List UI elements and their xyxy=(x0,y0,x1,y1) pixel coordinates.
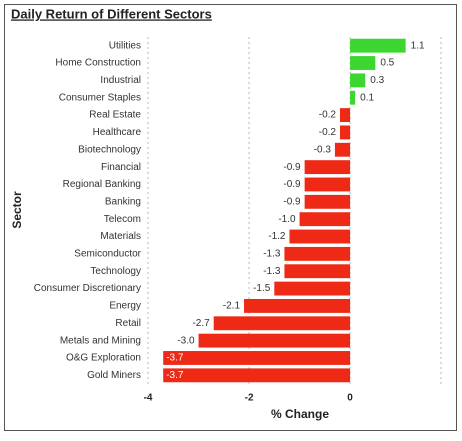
y-tick-label: Consumer Discretionary xyxy=(34,283,141,294)
y-tick-label: Materials xyxy=(100,231,141,242)
value-label: -0.2 xyxy=(319,127,337,138)
bar xyxy=(350,38,406,53)
bar xyxy=(163,351,351,365)
bar xyxy=(299,212,351,227)
y-tick-label: Gold Miners xyxy=(87,370,141,381)
x-axis-label: % Change xyxy=(271,407,329,421)
value-label: -0.9 xyxy=(283,196,301,207)
bar xyxy=(289,229,351,244)
bar xyxy=(244,298,351,313)
bar xyxy=(163,368,351,383)
value-label: -1.5 xyxy=(253,283,271,294)
value-label: -1.3 xyxy=(263,249,281,260)
value-label: -0.2 xyxy=(319,110,337,121)
value-label: -1.3 xyxy=(263,266,281,277)
value-label: 0.1 xyxy=(360,92,374,103)
x-tick-label: -4 xyxy=(144,393,153,404)
y-tick-label: Healthcare xyxy=(93,127,142,138)
bar xyxy=(350,73,366,88)
y-tick-label: Utilities xyxy=(109,40,141,51)
y-tick-label: Retail xyxy=(115,318,141,329)
chart-border xyxy=(4,4,457,431)
bar xyxy=(350,56,376,70)
value-label: -3.0 xyxy=(177,335,195,346)
y-tick-label: Real Estate xyxy=(89,110,141,121)
y-tick-label: O&G Exploration xyxy=(66,353,141,364)
value-label: -3.7 xyxy=(166,370,184,381)
y-tick-label: Telecom xyxy=(104,214,141,225)
value-label: -2.1 xyxy=(223,301,241,312)
bar xyxy=(334,142,351,157)
y-tick-label: Regional Banking xyxy=(63,179,141,190)
y-tick-label: Industrial xyxy=(100,75,141,86)
bar xyxy=(304,194,351,209)
x-tick-label: -2 xyxy=(245,393,254,404)
bar xyxy=(304,177,351,192)
y-tick-label: Metals and Mining xyxy=(60,335,141,346)
bar xyxy=(339,108,351,123)
bar xyxy=(284,246,351,261)
bar xyxy=(350,90,356,105)
y-tick-label: Technology xyxy=(90,266,141,277)
value-label: -1.0 xyxy=(278,214,296,225)
value-label: -2.7 xyxy=(192,318,210,329)
value-label: 0.3 xyxy=(370,75,384,86)
value-label: -1.2 xyxy=(268,231,286,242)
value-label: 1.1 xyxy=(411,40,425,51)
chart-title: Daily Return of Different Sectors xyxy=(11,6,212,21)
y-tick-label: Financial xyxy=(101,162,141,173)
bar xyxy=(284,264,351,279)
bar xyxy=(339,125,351,140)
y-tick-label: Consumer Staples xyxy=(59,92,141,103)
bar xyxy=(198,333,351,348)
value-label: -3.7 xyxy=(166,353,184,364)
bar xyxy=(274,281,351,296)
y-axis-label: Sector xyxy=(10,191,24,229)
y-tick-label: Energy xyxy=(109,301,141,312)
bar xyxy=(304,160,351,175)
value-label: -0.9 xyxy=(283,179,301,190)
bar xyxy=(213,316,351,331)
x-tick-label: 0 xyxy=(347,393,353,404)
y-tick-label: Biotechnology xyxy=(78,144,141,155)
value-label: -0.3 xyxy=(314,144,332,155)
value-label: 0.5 xyxy=(380,58,394,69)
y-tick-label: Semiconductor xyxy=(74,249,141,260)
y-tick-label: Home Construction xyxy=(55,58,141,69)
value-label: -0.9 xyxy=(283,162,301,173)
y-tick-label: Banking xyxy=(105,196,141,207)
